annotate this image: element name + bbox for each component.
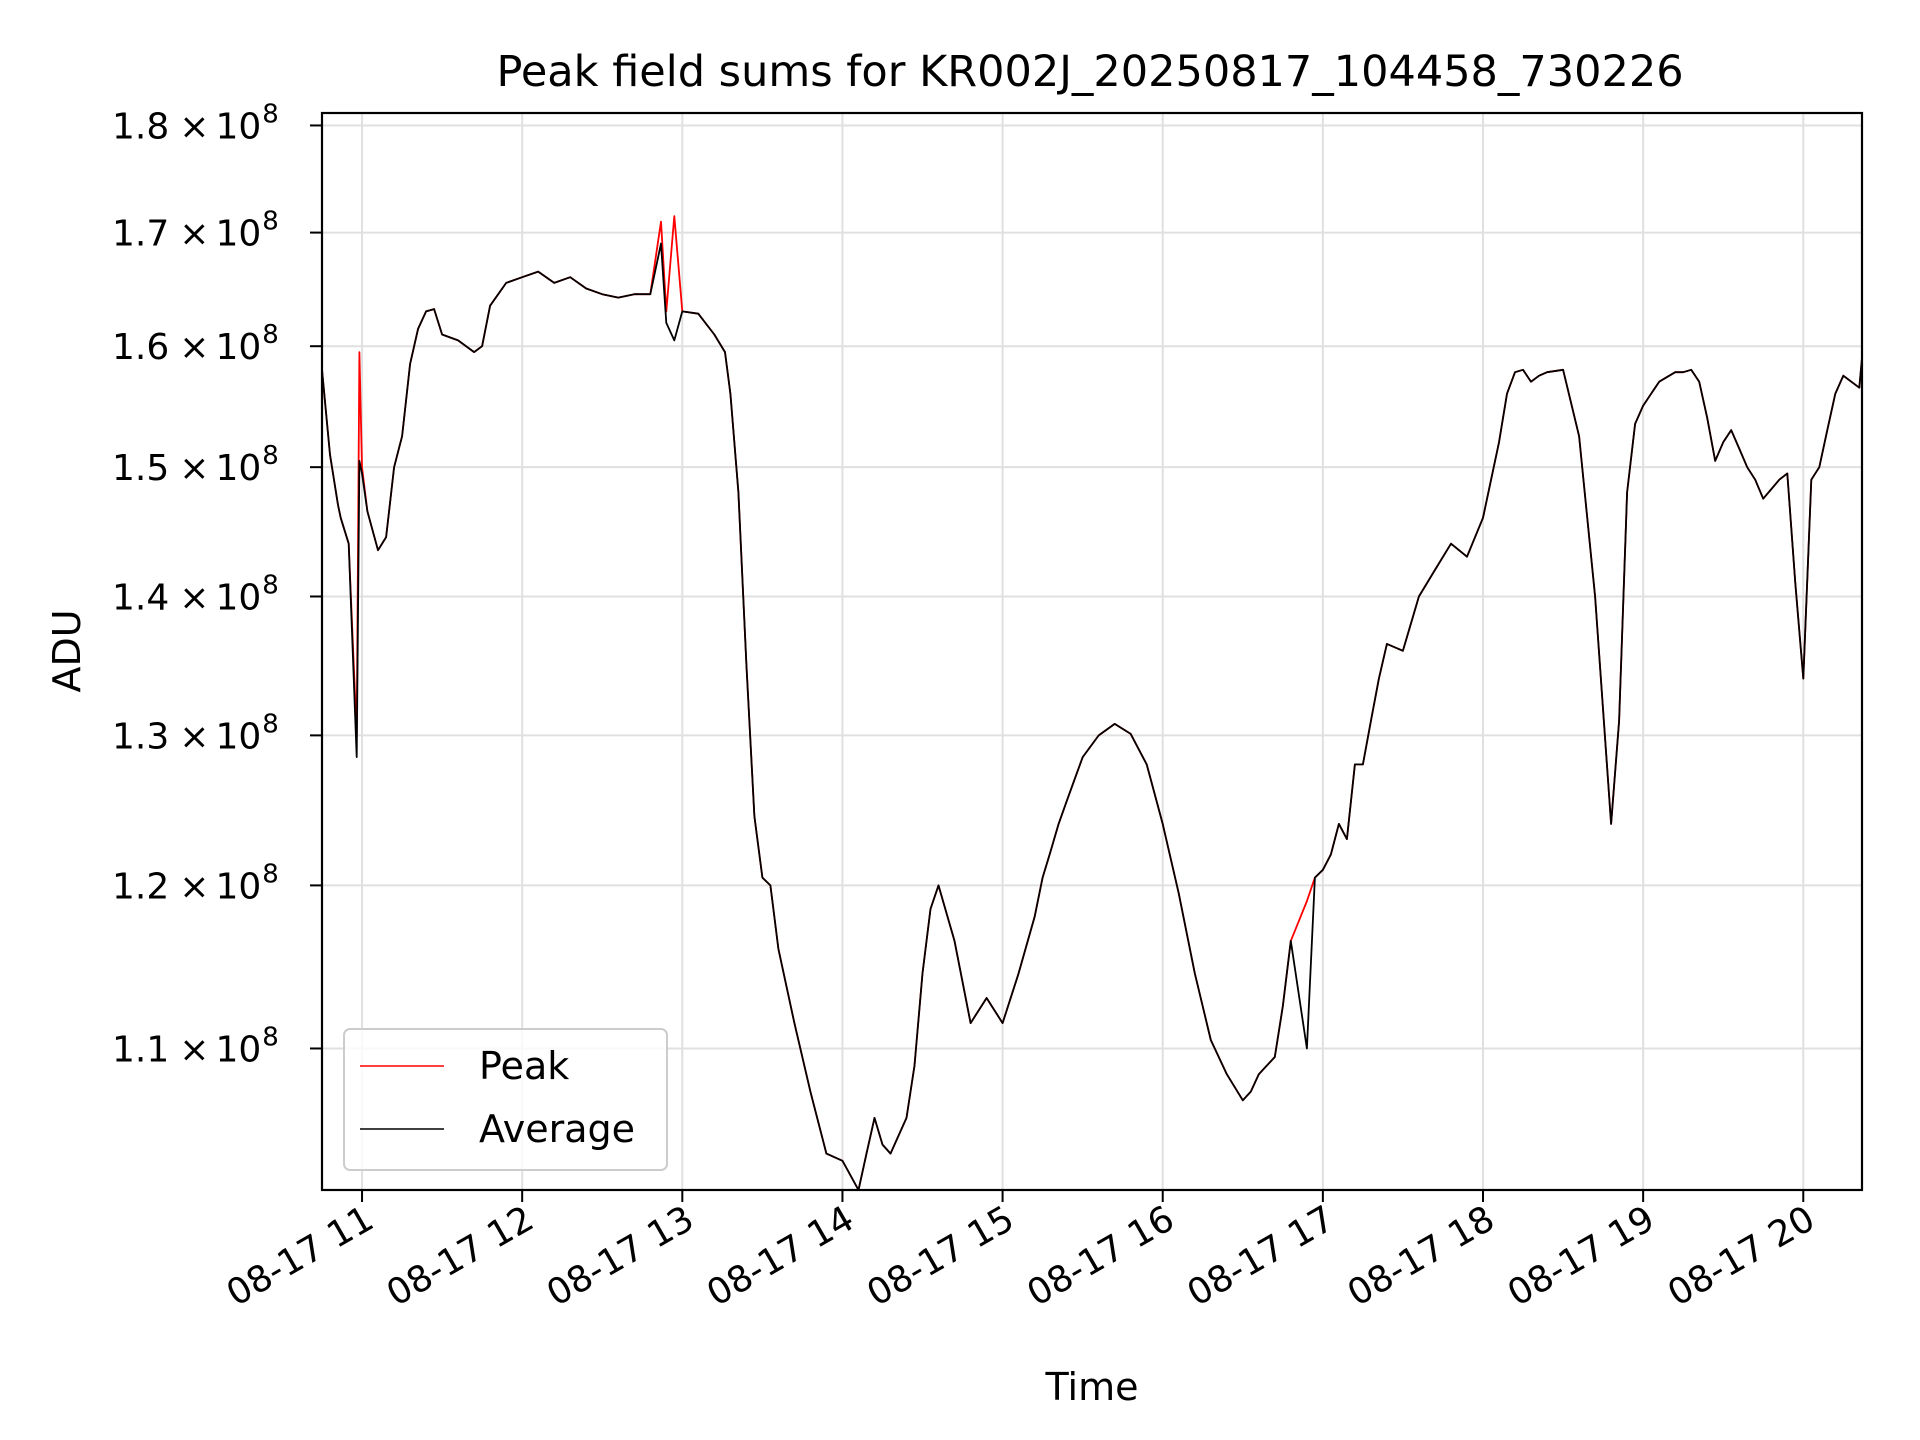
y-axis-label: ADU xyxy=(45,609,89,692)
x-axis-label: Time xyxy=(1045,1365,1139,1409)
y-tick-times: × xyxy=(179,106,209,147)
y-tick-mantissa: 1.8 xyxy=(112,106,169,147)
y-tick-base: 10 xyxy=(215,577,261,618)
y-tick-times: × xyxy=(179,1029,209,1070)
y-tick-exponent: 8 xyxy=(262,570,279,600)
legend-label-average: Average xyxy=(479,1107,635,1151)
x-tick-label: 08-17 19 xyxy=(1501,1198,1662,1314)
y-tick-times: × xyxy=(179,577,209,618)
y-tick-label: 1.6 × 10 8 xyxy=(112,320,279,368)
y-tick-exponent: 8 xyxy=(262,441,279,471)
y-tick-base: 10 xyxy=(215,106,261,147)
y-tick-base: 10 xyxy=(215,327,261,368)
y-tick-exponent: 8 xyxy=(262,207,279,237)
y-tick-label: 1.7 × 10 8 xyxy=(112,207,279,255)
y-tick-times: × xyxy=(179,327,209,368)
y-tick-mantissa: 1.1 xyxy=(112,1029,169,1070)
series-line-average xyxy=(321,242,1863,1191)
x-tick-label: 08-17 18 xyxy=(1341,1198,1502,1314)
y-tick-exponent: 8 xyxy=(262,99,279,129)
x-tick-label: 08-17 12 xyxy=(380,1198,541,1314)
y-tick-mantissa: 1.6 xyxy=(112,327,169,368)
y-tick-times: × xyxy=(179,448,209,489)
legend[interactable]: Peak Average xyxy=(343,1028,668,1171)
y-tick-exponent: 8 xyxy=(262,1022,279,1052)
y-tick-base: 10 xyxy=(215,866,261,907)
x-tick-label: 08-17 14 xyxy=(700,1198,861,1314)
x-tick-label: 08-17 13 xyxy=(540,1198,701,1314)
y-tick-label: 1.2 × 10 8 xyxy=(112,859,279,907)
y-tick-base: 10 xyxy=(215,448,261,489)
plot-frame xyxy=(320,111,1864,1192)
y-tick-mantissa: 1.2 xyxy=(112,866,169,907)
y-tick-label: 1.4 × 10 8 xyxy=(112,570,279,618)
chart-title: Peak field sums for KR002J_20250817_1044… xyxy=(496,47,1683,97)
y-tick-label: 1.5 × 10 8 xyxy=(112,441,279,489)
y-tick-label: 1.1 × 10 8 xyxy=(112,1022,279,1070)
x-tick-label: 08-17 11 xyxy=(220,1198,381,1314)
y-tick-times: × xyxy=(179,716,209,757)
y-tick-mantissa: 1.3 xyxy=(112,716,169,757)
x-tick-label: 08-17 20 xyxy=(1661,1198,1822,1314)
x-axis: 08-17 11 08-17 12 08-17 13 08-17 14 08-17 15… xyxy=(220,1190,1822,1315)
x-tick-label: 08-17 16 xyxy=(1021,1198,1182,1314)
y-tick-mantissa: 1.4 xyxy=(112,577,169,618)
x-tick-label: 08-17 15 xyxy=(860,1198,1021,1314)
y-tick-base: 10 xyxy=(215,214,261,255)
legend-label-peak: Peak xyxy=(479,1044,569,1088)
y-axis: 1.1 × 10 81.2 × 10 81.3 × 10 81.4 × 10 81.5 × 10 81.6 × 1… xyxy=(112,99,322,1070)
y-tick-mantissa: 1.5 xyxy=(112,448,169,489)
y-tick-exponent: 8 xyxy=(262,859,279,889)
y-tick-label: 1.8 × 10 8 xyxy=(112,99,279,147)
y-tick-label: 1.3 × 10 8 xyxy=(112,709,279,757)
y-tick-times: × xyxy=(179,866,209,907)
y-tick-exponent: 8 xyxy=(262,320,279,350)
y-tick-base: 10 xyxy=(215,716,261,757)
y-tick-exponent: 8 xyxy=(262,709,279,739)
y-tick-times: × xyxy=(179,214,209,255)
x-tick-label: 08-17 17 xyxy=(1181,1198,1342,1314)
legend-box xyxy=(343,1028,668,1171)
y-tick-base: 10 xyxy=(215,1029,261,1070)
plot-series xyxy=(321,215,1863,1191)
y-tick-mantissa: 1.7 xyxy=(112,214,169,255)
